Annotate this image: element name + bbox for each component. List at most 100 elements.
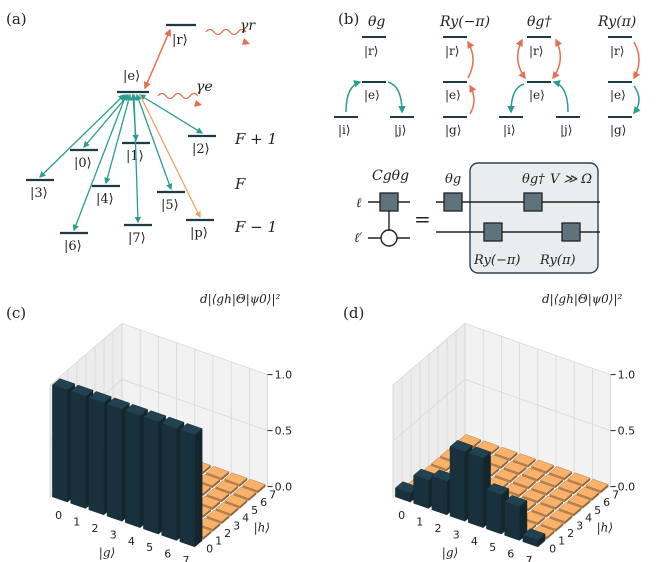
floor-bar-g6-h4: [540, 495, 564, 511]
x-tick-label: 1: [416, 516, 423, 529]
bar-g6-face: [504, 495, 528, 508]
z-tick-label: 0.0: [618, 481, 636, 494]
floor-bar-g3-h7-face: [512, 453, 536, 466]
y-axis-label: |h⟩: [597, 520, 613, 534]
floor-bar-g6-h3-face: [531, 503, 555, 516]
control-circle: [380, 229, 398, 247]
y-axis-label: |h⟩: [254, 520, 270, 534]
z-tick-label: 0.5: [275, 425, 293, 438]
bar-g6-face: [161, 423, 177, 541]
z-tick-label: 0.5: [618, 425, 636, 438]
floor-bar-g5-h7-face: [206, 466, 230, 479]
op3-left-label: |i⟩: [503, 123, 516, 137]
op2-title: Ry(−π): [439, 14, 490, 30]
op3-arrow-left: [515, 38, 526, 80]
floor-bar-g7-h4: [215, 502, 239, 517]
gamma-e-label: γe: [196, 79, 213, 95]
floor-bar-g6-h6: [215, 480, 239, 495]
y-tick-label: 1: [215, 535, 222, 548]
floor-bar-g6-h5-face: [549, 487, 573, 501]
floor-bar-g2-h7-face: [494, 446, 518, 460]
bar-g4-face: [468, 452, 484, 528]
floor-bar-g5-h6-face: [540, 473, 564, 486]
floor-bar-g2-h7: [494, 446, 518, 462]
y-tick-label: 2: [567, 527, 574, 540]
op4-arrow-red: [633, 41, 641, 80]
decay-arrow-r: [242, 38, 250, 45]
z-tick-label: 1.0: [618, 369, 636, 382]
op1-mid-label: |e⟩: [364, 88, 380, 102]
wire-top-label: ℓ: [356, 196, 362, 211]
panel-d-label: (d): [343, 304, 364, 322]
floor-bar-g6-h4: [197, 495, 221, 511]
z-tick-label: 1.0: [275, 369, 293, 382]
floor-bar-g7-h7: [585, 478, 609, 494]
x-tick-label: 3: [453, 528, 460, 541]
x-axis-label: |g⟩: [99, 546, 115, 560]
op1-top-label: |r⟩: [364, 44, 378, 58]
z-tick-label: 0.0: [275, 481, 293, 494]
bar-g7: [522, 528, 546, 548]
op2-top-label: |r⟩: [445, 44, 459, 58]
gate-ry-pi: [561, 222, 581, 242]
bar-g2-face: [431, 475, 447, 516]
floor-bar-g5-h5-face: [531, 481, 555, 494]
op2-arrow-red: [467, 40, 475, 79]
circuit: Cgθg ℓ ℓ′ = θg θg† V ≫ Ω Ry(−π) Ry(π): [354, 162, 600, 274]
y-tick-label: 5: [251, 504, 258, 517]
arrow-e-0: [83, 94, 129, 148]
floor-bar-g7-h2-face: [197, 517, 221, 530]
grid-line: [464, 379, 611, 431]
y-tick-label: 2: [224, 527, 231, 540]
bar-g3-face: [449, 440, 473, 453]
arrow-e-6: [72, 93, 128, 232]
bar-g5: [486, 483, 510, 535]
gate-ry-pi-label: Ry(π): [539, 253, 576, 268]
bar-g1-face: [413, 475, 429, 509]
manifold-f-plus-1: F + 1: [234, 130, 277, 148]
label-e: |e⟩: [123, 69, 140, 84]
floor-bar-g6-h6-face: [558, 480, 582, 493]
floor-bar-g6-h7-face: [224, 472, 248, 485]
y-tick-label: 4: [242, 512, 249, 525]
floor-bar-g3-h6-face: [503, 461, 527, 474]
bar-g6-face: [504, 501, 520, 541]
op4-top-label: |r⟩: [610, 44, 624, 58]
grid-line: [121, 379, 268, 431]
x-tick-label: 4: [471, 535, 478, 548]
op1-arrow-up: [345, 80, 362, 113]
label-1: |1⟩: [126, 149, 144, 164]
gate-theta-g-dagger: [523, 192, 543, 212]
bar-g4-face: [124, 403, 148, 416]
op3-arrow-j-e: [552, 80, 569, 113]
y-tick-label: 1: [558, 535, 565, 548]
bar-g7-face: [194, 428, 203, 548]
label-4: |4⟩: [96, 192, 114, 207]
floor-bar-g7-h3: [206, 509, 230, 525]
x-tick-label: 0: [55, 509, 62, 522]
floor-bar-g4-h5-face: [512, 475, 536, 488]
bar-g7-face: [522, 528, 546, 541]
y-tick-label: 7: [269, 488, 276, 501]
floor-bar-g7-h2: [540, 517, 564, 532]
x-tick-label: 6: [164, 548, 171, 561]
floor-bar-g4-h6: [521, 467, 545, 482]
floor-bar-g4-h7: [530, 459, 554, 475]
equals-sign: =: [414, 207, 431, 231]
floor-bar-g3-h5-face: [494, 468, 518, 481]
y-tick-label: 7: [612, 488, 619, 501]
bar-g3-face: [449, 446, 466, 522]
floor-bar-g5-h4: [522, 489, 546, 504]
bar-g0-face: [52, 378, 76, 391]
panel-b: (b) θg |r⟩ |e⟩ |i⟩ |j⟩ Ry(−π) |r⟩ |e⟩ |g…: [334, 10, 641, 274]
interaction-box: [469, 162, 599, 274]
manifold-f-minus-1: F − 1: [234, 218, 277, 236]
wire-bottom-label: ℓ′: [354, 231, 362, 246]
decay-arrow-e: [194, 100, 202, 107]
x-tick-label: 4: [128, 535, 135, 548]
floor-bar-g3-h7: [512, 453, 536, 468]
label-r: |r⟩: [172, 33, 188, 48]
